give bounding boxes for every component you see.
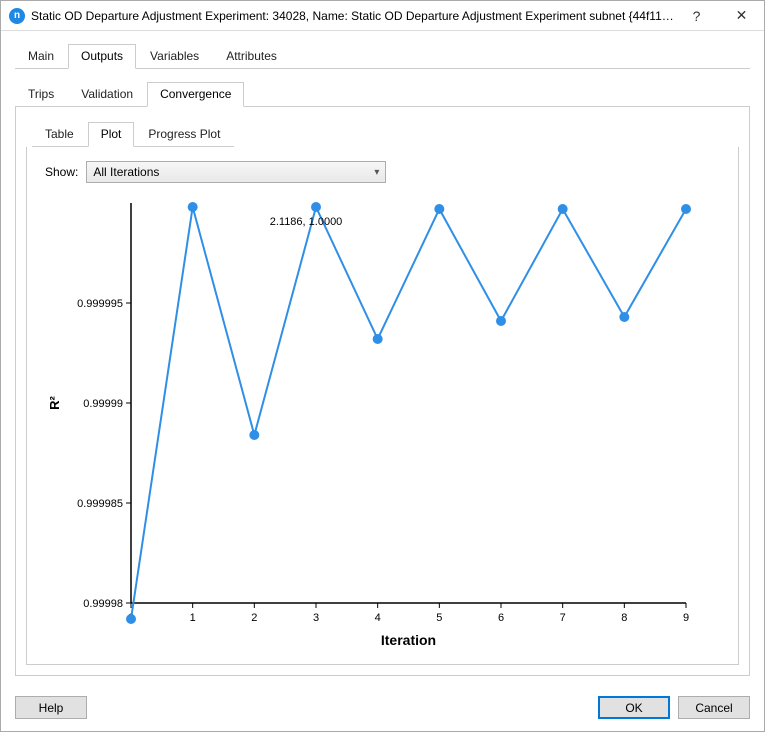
chevron-down-icon: ▾	[374, 167, 379, 178]
tab-mid-trips[interactable]: Trips	[15, 82, 67, 107]
svg-text:2.1186, 1.0000: 2.1186, 1.0000	[270, 216, 343, 228]
svg-text:R²: R²	[47, 395, 62, 409]
close-icon[interactable]: ✕	[719, 1, 764, 31]
tabstrip-mid: TripsValidationConvergence	[15, 81, 750, 107]
tab-inner-plot[interactable]: Plot	[88, 122, 135, 147]
tab-inner-table[interactable]: Table	[32, 122, 87, 147]
titlebar: n Static OD Departure Adjustment Experim…	[1, 1, 764, 31]
cancel-button[interactable]: Cancel	[678, 696, 750, 719]
tab-inner-progress-plot[interactable]: Progress Plot	[135, 122, 233, 147]
svg-text:7: 7	[560, 612, 566, 624]
ok-button[interactable]: OK	[598, 696, 670, 719]
show-select-value: All Iterations	[93, 165, 159, 179]
svg-text:1: 1	[190, 612, 196, 624]
app-icon: n	[9, 8, 25, 24]
svg-text:9: 9	[683, 612, 689, 624]
show-row: Show: All Iterations ▾	[45, 161, 730, 183]
show-label: Show:	[45, 165, 78, 179]
tab-top-variables[interactable]: Variables	[137, 44, 212, 69]
svg-text:8: 8	[621, 612, 627, 624]
svg-text:Iteration: Iteration	[381, 632, 436, 648]
tabstrip-inner: TablePlotProgress Plot	[32, 121, 234, 147]
help-button[interactable]: Help	[15, 696, 87, 719]
content-area: MainOutputsVariablesAttributes TripsVali…	[1, 31, 764, 686]
tab-mid-validation[interactable]: Validation	[68, 82, 146, 107]
window-title: Static OD Departure Adjustment Experimen…	[31, 9, 674, 23]
help-icon[interactable]: ?	[674, 1, 719, 31]
svg-text:5: 5	[436, 612, 442, 624]
tab-top-outputs[interactable]: Outputs	[68, 44, 136, 69]
tab-mid-convergence[interactable]: Convergence	[147, 82, 244, 107]
svg-text:6: 6	[498, 612, 504, 624]
show-select[interactable]: All Iterations ▾	[86, 161, 386, 183]
svg-text:0.99998: 0.99998	[83, 598, 123, 610]
svg-text:4: 4	[375, 612, 381, 624]
tab-top-attributes[interactable]: Attributes	[213, 44, 290, 69]
svg-text:0.999985: 0.999985	[77, 498, 123, 510]
svg-text:3: 3	[313, 612, 319, 624]
convergence-chart: 0.999980.9999850.999990.9999950123456789…	[41, 193, 701, 653]
convergence-panel: TablePlotProgress Plot Show: All Iterati…	[15, 107, 750, 676]
dialog-footer: Help OK Cancel	[1, 686, 764, 731]
svg-text:0.99999: 0.99999	[83, 398, 123, 410]
tabstrip-top: MainOutputsVariablesAttributes	[15, 43, 750, 69]
tab-top-main[interactable]: Main	[15, 44, 67, 69]
dialog-window: n Static OD Departure Adjustment Experim…	[0, 0, 765, 732]
svg-text:0.999995: 0.999995	[77, 298, 123, 310]
chart-container: 0.999980.9999850.999990.9999950123456789…	[35, 187, 730, 656]
svg-text:2: 2	[251, 612, 257, 624]
